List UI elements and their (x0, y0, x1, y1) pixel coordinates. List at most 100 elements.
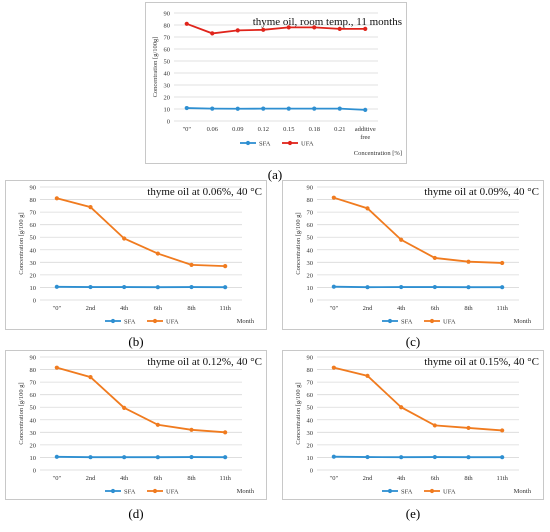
y-tick-label: 80 (30, 367, 37, 374)
y-tick-label: 90 (30, 355, 37, 362)
x-tick-label: 11th (497, 475, 509, 482)
y-tick-label: 0 (167, 119, 170, 126)
data-point-sfa (54, 284, 59, 289)
y-tick-label: 80 (307, 367, 314, 374)
y-tick-label: 80 (164, 23, 171, 30)
y-tick-label: 0 (33, 298, 36, 305)
data-point-sfa (54, 454, 59, 459)
data-point-ufa (432, 255, 437, 261)
y-tick-label: 90 (30, 185, 37, 192)
y-tick-label: 70 (164, 35, 171, 42)
caption-c: (c) (405, 334, 421, 349)
x-tick-label: 0.18 (309, 126, 320, 133)
data-point-ufa (331, 365, 336, 370)
legend-marker-ufa (152, 488, 158, 494)
y-tick-label: 40 (307, 417, 314, 424)
chart-title: thyme oil at 0.09%, 40 °C (424, 186, 539, 198)
data-point-sfa (122, 284, 127, 290)
y-tick-label: 30 (30, 260, 37, 267)
data-point-sfa (88, 455, 93, 460)
caption-a: (a) (267, 167, 283, 182)
chart-title: thyme oil at 0.06%, 40 °C (147, 186, 262, 198)
legend-label-ufa: UFA (301, 141, 314, 148)
data-point-sfa (223, 285, 228, 290)
y-tick-label: 50 (30, 235, 37, 242)
data-point-sfa (363, 107, 368, 112)
legend-marker-sfa (387, 318, 393, 324)
y-tick-label: 0 (310, 468, 313, 475)
y-tick-label: 10 (164, 107, 171, 114)
data-point-ufa (235, 28, 240, 33)
y-tick-label: 60 (164, 47, 171, 54)
x-tick-label: "0" (53, 475, 62, 482)
x-tick-label: 6th (431, 475, 440, 482)
y-tick-label: 0 (310, 298, 313, 305)
data-point-sfa (432, 454, 437, 460)
legend-marker-ufa (429, 318, 435, 324)
x-axis-label: Month (514, 318, 532, 325)
data-point-ufa (365, 373, 370, 378)
y-tick-label: 70 (30, 210, 37, 217)
chart-d-svg: 0 10 20 30 40 50 60 70 80 90 Concentration [g/100 … (18, 355, 262, 496)
chart-title: thyme oil at 0.15%, 40 °C (424, 356, 539, 368)
y-tick-label: 20 (30, 272, 37, 279)
legend-marker-sfa (245, 140, 251, 146)
chart-panel-a: 0 10 20 30 40 50 60 70 80 90 Concentration [g/100g… (145, 2, 407, 164)
y-tick-label: 70 (307, 380, 314, 387)
y-axis-label: Concentration [g/100g] (152, 37, 159, 98)
chart-e-svg: 0 10 20 30 40 50 60 70 80 90 Concentration [g/100 … (295, 355, 539, 496)
y-tick-label: 80 (307, 197, 314, 204)
series-line-ufa (56, 197, 226, 267)
y-tick-label: 70 (307, 210, 314, 217)
x-tick-label: 11th (220, 305, 232, 312)
data-point-sfa (189, 284, 194, 290)
data-point-ufa (189, 427, 194, 432)
legend-marker-sfa (387, 488, 393, 494)
data-point-ufa (363, 26, 368, 31)
data-point-ufa (122, 236, 127, 241)
y-tick-label: 30 (30, 430, 37, 437)
y-axis-label: Concentration [g/100 g] (18, 382, 25, 444)
x-axis-label: Month (514, 488, 532, 495)
chart-c-svg: 0 10 20 30 40 50 60 70 80 90 Concentration [g/100 … (295, 185, 539, 326)
data-point-ufa (399, 237, 404, 242)
data-point-ufa (500, 428, 505, 433)
y-tick-label: 50 (30, 405, 37, 412)
series-line-sfa (333, 285, 503, 289)
legend-marker-ufa (429, 488, 435, 494)
data-point-ufa (261, 27, 266, 32)
x-tick-label: 2nd (86, 475, 97, 482)
legend-label-ufa: UFA (443, 489, 456, 496)
data-point-sfa (365, 454, 370, 460)
x-tick-label: 0.21 (334, 126, 345, 133)
legend-label-ufa: UFA (166, 489, 179, 496)
data-point-sfa (337, 106, 342, 111)
chart-b-svg: 0 10 20 30 40 50 60 70 80 90 Concentration [g/100 … (18, 185, 262, 326)
data-point-sfa (261, 106, 266, 111)
series-line-ufa (333, 366, 503, 432)
data-point-sfa (155, 455, 160, 460)
y-tick-label: 0 (33, 468, 36, 475)
caption-b: (b) (128, 334, 144, 349)
y-tick-label: 60 (30, 222, 37, 229)
chart-title: thyme oil, room temp., 11 months (253, 16, 402, 28)
legend-label-sfa: SFA (401, 319, 413, 326)
data-point-ufa (189, 262, 194, 267)
y-tick-label: 40 (307, 247, 314, 254)
chart-panel-d: 0 10 20 30 40 50 60 70 80 90 Concentration [g/100 … (5, 350, 267, 500)
data-point-ufa (337, 26, 342, 31)
data-point-ufa (286, 25, 291, 30)
y-tick-label: 50 (164, 59, 171, 66)
caption-e: (e) (405, 506, 421, 521)
x-tick-label: 6th (154, 305, 163, 312)
data-point-sfa (210, 106, 215, 111)
series-line-ufa (186, 22, 366, 35)
x-axis-label: Month (237, 488, 255, 495)
data-point-sfa (466, 285, 471, 290)
y-tick-label: 50 (307, 235, 314, 242)
data-point-sfa (432, 284, 437, 290)
y-tick-label: 20 (307, 442, 314, 449)
chart-panel-c: 0 10 20 30 40 50 60 70 80 90 Concentration [g/100 … (282, 180, 544, 330)
x-tick-label: "0" (182, 126, 191, 133)
legend-marker-ufa (152, 318, 158, 324)
